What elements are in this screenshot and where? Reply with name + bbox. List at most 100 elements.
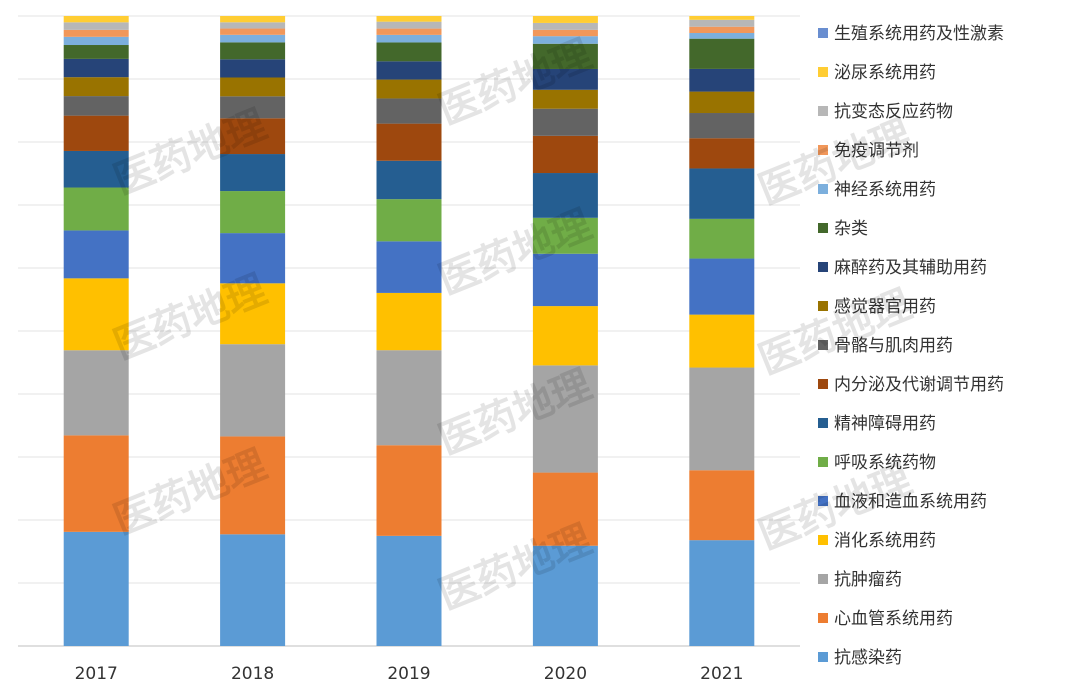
bar-segment [532, 253, 598, 307]
legend-label: 神经系统用药 [834, 180, 936, 200]
bar-segment [376, 445, 442, 536]
legend-swatch [818, 301, 828, 311]
legend-label: 抗肿瘤药 [834, 570, 902, 590]
legend-swatch [818, 574, 828, 584]
legend-label: 血液和造血系统用药 [834, 492, 987, 512]
bar-segment [532, 22, 598, 30]
bar-segment [376, 42, 442, 62]
bar-segment [689, 19, 755, 27]
bar-segment [376, 61, 442, 80]
bar-segment [220, 28, 286, 35]
bar-segment [220, 191, 286, 234]
legend-label: 生殖系统用药及性激素 [834, 24, 1004, 44]
bar-segment [689, 16, 755, 20]
legend-label: 内分泌及代谢调节用药 [834, 375, 1004, 395]
bar-segment [63, 29, 129, 37]
bar-segment [689, 218, 755, 259]
bar-segment [532, 545, 598, 646]
bar-segment [689, 113, 755, 139]
legend-swatch [818, 223, 828, 233]
legend-swatch [818, 67, 828, 77]
bar-segment [63, 36, 129, 46]
legend-label: 感觉器官用药 [834, 297, 936, 317]
legend-label: 杂类 [834, 219, 868, 239]
bar-segment [63, 96, 129, 116]
bar-segment [63, 22, 129, 30]
x-tick-label: 2017 [75, 664, 118, 684]
bar-segment [532, 472, 598, 546]
bar-segment [689, 367, 755, 471]
bar-segment [689, 168, 755, 219]
bar-segment [376, 79, 442, 99]
legend-swatch [818, 106, 828, 116]
bar-segment [532, 36, 598, 44]
legend-label: 免疫调节剂 [834, 141, 919, 161]
legend-label: 精神障碍用药 [834, 414, 936, 434]
bar-segment [532, 306, 598, 366]
bar-segment [376, 199, 442, 242]
bar-segment [532, 43, 598, 69]
x-tick-label: 2020 [544, 664, 587, 684]
bar-segment [689, 26, 755, 34]
legend-swatch [818, 28, 828, 38]
bar-segment [376, 28, 442, 35]
bar-segment [689, 314, 755, 368]
bar-segment [376, 34, 442, 43]
bar-segment [63, 435, 129, 532]
legend: 生殖系统用药及性激素泌尿系统用药抗变态反应药物免疫调节剂神经系统用药杂类麻醉药及… [818, 24, 1004, 668]
bar-segment [220, 22, 286, 29]
bar-segment [532, 365, 598, 473]
bar-segment [532, 108, 598, 136]
bar-segment [376, 241, 442, 293]
legend-swatch [818, 262, 828, 272]
bar-segment [689, 540, 755, 646]
legend-label: 麻醉药及其辅助用药 [834, 258, 987, 278]
bar-segment [689, 258, 755, 315]
bar-segment [689, 91, 755, 114]
x-tick-label: 2018 [231, 664, 274, 684]
bar-segment [689, 38, 755, 69]
bar-segment [376, 21, 442, 29]
bar-segment [220, 233, 286, 284]
bar-segment [220, 534, 286, 646]
bar-segment [63, 16, 129, 23]
legend-swatch [818, 535, 828, 545]
bar-segment [220, 344, 286, 437]
bar-segment [220, 16, 286, 23]
legend-swatch [818, 418, 828, 428]
bar-segment [376, 160, 442, 200]
bar-segment [63, 150, 129, 188]
legend-swatch [818, 457, 828, 467]
bar-segment [63, 531, 129, 646]
bar-segment [376, 123, 442, 161]
bar-segment [532, 29, 598, 37]
bar-segment [63, 230, 129, 279]
legend-label: 消化系统用药 [834, 531, 936, 551]
legend-swatch [818, 652, 828, 662]
bar-segment [220, 436, 286, 535]
bars [63, 16, 755, 646]
bar-segment [689, 33, 755, 39]
bar-segment [63, 115, 129, 151]
bar-segment [532, 89, 598, 109]
bar-segment [376, 98, 442, 124]
bar-segment [532, 16, 598, 23]
bar-segment [532, 135, 598, 174]
legend-label: 骨骼与肌肉用药 [834, 336, 953, 356]
bar-segment [376, 292, 442, 351]
bar-segment [63, 77, 129, 97]
bar-segment [63, 58, 129, 78]
bar-segment [220, 283, 286, 345]
legend-swatch [818, 496, 828, 506]
legend-label: 呼吸系统药物 [834, 453, 936, 473]
bar-segment [689, 470, 755, 541]
bar-segment [63, 45, 129, 59]
bar-segment [220, 34, 286, 43]
bar-segment [220, 77, 286, 97]
legend-swatch [818, 340, 828, 350]
legend-swatch [818, 613, 828, 623]
bar-segment [220, 42, 286, 60]
legend-label: 抗变态反应药物 [834, 102, 953, 122]
legend-label: 心血管系统用药 [834, 609, 953, 629]
